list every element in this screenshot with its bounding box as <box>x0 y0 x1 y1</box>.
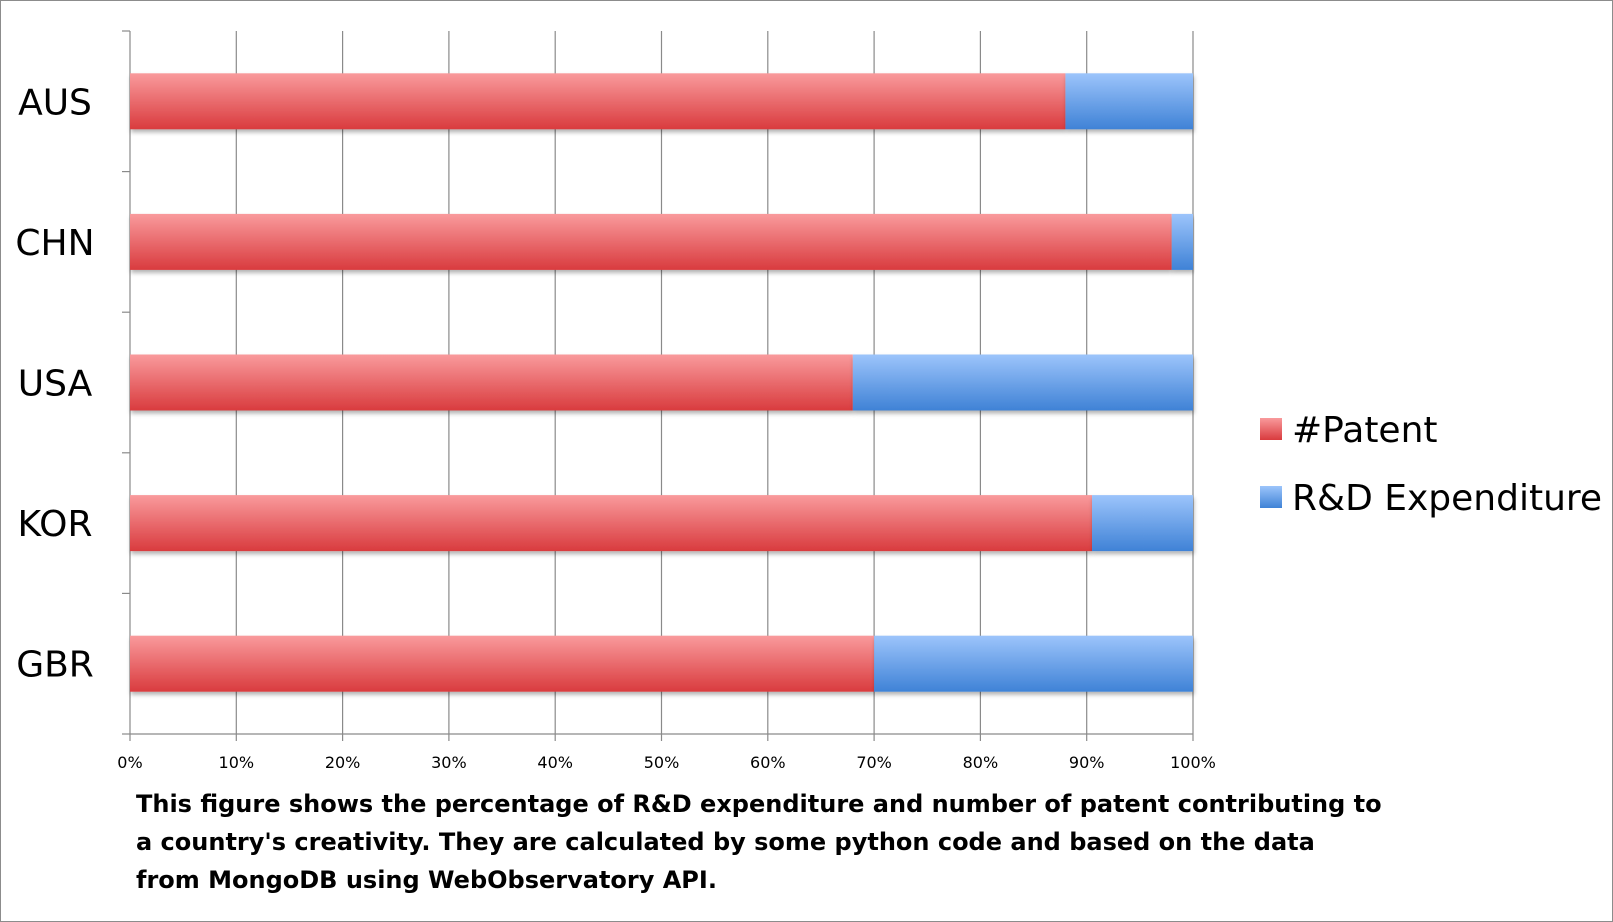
bar-rd-expenditure <box>1092 495 1193 552</box>
legend-label: #Patent <box>1292 410 1438 451</box>
category-label: GBR <box>16 645 94 686</box>
x-tick-label: 20% <box>325 753 361 772</box>
x-tick-label: 0% <box>117 753 142 772</box>
bar-patent <box>130 635 875 692</box>
legend-swatch <box>1260 418 1282 440</box>
x-tick-label: 50% <box>644 753 680 772</box>
x-tick-label: 90% <box>1069 753 1105 772</box>
x-tick-label: 40% <box>537 753 573 772</box>
bar-patent <box>130 213 1172 270</box>
category-label: AUS <box>18 82 92 123</box>
x-tick-label: 80% <box>963 753 999 772</box>
bar-rd-expenditure <box>874 635 1193 692</box>
legend-label: R&D Expenditure <box>1292 478 1602 519</box>
category-label: CHN <box>15 223 94 264</box>
x-tick-label: 60% <box>750 753 786 772</box>
bar-patent <box>130 495 1093 552</box>
x-tick-label: 30% <box>431 753 467 772</box>
bar-patent <box>130 73 1066 130</box>
x-tick-label: 70% <box>856 753 892 772</box>
bar-rd-expenditure <box>1065 73 1193 130</box>
category-label: KOR <box>18 504 93 545</box>
figure-caption: This figure shows the percentage of R&D … <box>136 790 1382 894</box>
legend-swatch <box>1260 486 1282 508</box>
bars <box>130 73 1193 692</box>
x-tick-label: 100% <box>1170 753 1216 772</box>
labels: 0% 10% 20% 30% 40% 50% 60% 70% 80% 90% 100% AUS CHN U… <box>15 82 1215 772</box>
category-label: USA <box>18 364 93 405</box>
x-tick-label: 10% <box>219 753 255 772</box>
bar-rd-expenditure <box>1171 213 1193 270</box>
bar-patent <box>130 354 853 411</box>
legend: #Patent R&D Expenditure <box>1260 410 1602 519</box>
bar-chart: 0% 10% 20% 30% 40% 50% 60% 70% 80% 90% 100% AUS CHN U… <box>15 30 1602 772</box>
bar-rd-expenditure <box>852 354 1193 411</box>
